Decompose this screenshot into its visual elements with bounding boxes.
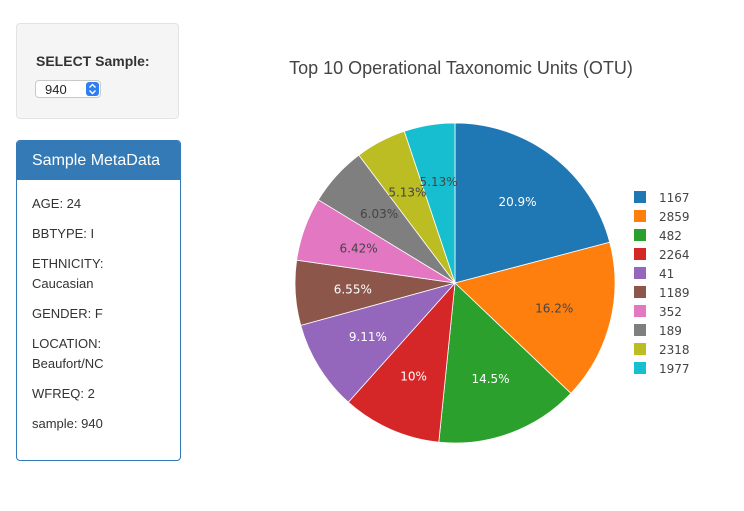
legend-swatch-2859 bbox=[634, 210, 646, 222]
metadata-sample: sample: 940 bbox=[32, 416, 103, 431]
metadata-age: AGE: 24 bbox=[32, 196, 82, 211]
legend-swatch-1977 bbox=[634, 362, 646, 374]
legend-label-352: 352 bbox=[659, 305, 682, 319]
pie-slice-1977[interactable] bbox=[403, 122, 456, 284]
legend-item-352[interactable]: 352 bbox=[634, 305, 682, 319]
sample-metadata-panel: Sample MetaData AGE: 24 BBTYPE: I ETHNIC… bbox=[16, 140, 181, 461]
legend-label-1167: 1167 bbox=[659, 191, 690, 205]
legend-item-2264[interactable]: 2264 bbox=[634, 248, 690, 262]
metadata-heading: Sample MetaData bbox=[17, 141, 180, 180]
legend-label-2264: 2264 bbox=[659, 248, 690, 262]
legend-label-482: 482 bbox=[659, 229, 682, 243]
legend-swatch-1167 bbox=[634, 191, 646, 203]
legend-swatch-41 bbox=[634, 267, 646, 279]
slice-label-2318: 5.13% bbox=[388, 185, 426, 199]
slice-label-1189: 6.55% bbox=[334, 282, 372, 296]
pie-slices bbox=[294, 122, 616, 444]
legend-label-41: 41 bbox=[659, 267, 674, 281]
legend-swatch-1189 bbox=[634, 286, 646, 298]
legend-label-1977: 1977 bbox=[659, 362, 690, 376]
legend-swatch-482 bbox=[634, 229, 646, 241]
legend-item-482[interactable]: 482 bbox=[634, 229, 682, 243]
metadata-ethnicity: ETHNICITY: Caucasian bbox=[32, 256, 104, 291]
chart-title: Top 10 Operational Taxonomic Units (OTU) bbox=[289, 58, 633, 78]
slice-label-41: 9.11% bbox=[349, 330, 387, 344]
metadata-wfreq: WFREQ: 2 bbox=[32, 386, 95, 401]
slice-label-1977: 5.13% bbox=[420, 175, 458, 189]
pie-slice-labels: 20.9% 16.2% 14.5% 10% 9.11% 6.55% 6.42% 6.03% 5.… bbox=[334, 175, 574, 386]
legend-swatch-2264 bbox=[634, 248, 646, 260]
select-stepper-icon bbox=[86, 82, 99, 96]
legend-item-41[interactable]: 41 bbox=[634, 267, 674, 281]
legend-label-2859: 2859 bbox=[659, 210, 690, 224]
sample-select-panel: SELECT Sample: 940 bbox=[16, 23, 179, 119]
legend-item-1189[interactable]: 1189 bbox=[634, 286, 690, 300]
sample-select-value: 940 bbox=[45, 82, 67, 97]
pie-slice-1167[interactable] bbox=[454, 122, 611, 284]
legend-item-1977[interactable]: 1977 bbox=[634, 362, 690, 376]
slice-label-482: 14.5% bbox=[471, 372, 509, 386]
legend-item-189[interactable]: 189 bbox=[634, 324, 682, 338]
metadata-body: AGE: 24 BBTYPE: I ETHNICITY: Caucasian G… bbox=[17, 180, 180, 434]
sample-select-dropdown[interactable]: 940 bbox=[35, 80, 101, 98]
slice-label-2859: 16.2% bbox=[535, 302, 573, 316]
metadata-location: LOCATION: Beaufort/NC bbox=[32, 336, 104, 371]
slice-label-352: 6.42% bbox=[340, 241, 378, 255]
slice-label-1167: 20.9% bbox=[498, 195, 536, 209]
legend-swatch-352 bbox=[634, 305, 646, 317]
legend-swatch-2318 bbox=[634, 343, 646, 355]
metadata-gender: GENDER: F bbox=[32, 306, 103, 321]
pie-slice-41[interactable] bbox=[300, 282, 457, 403]
select-sample-label: SELECT Sample: bbox=[36, 53, 150, 69]
chart-legend: 1167 2859 482 2264 41 1189 352 189 2318 1977 bbox=[634, 191, 690, 376]
legend-item-2859[interactable]: 2859 bbox=[634, 210, 690, 224]
pie-slice-2264[interactable] bbox=[347, 281, 456, 443]
legend-item-2318[interactable]: 2318 bbox=[634, 343, 690, 357]
pie-slice-482[interactable] bbox=[438, 282, 572, 444]
slice-label-2264: 10% bbox=[400, 370, 427, 384]
legend-label-1189: 1189 bbox=[659, 286, 690, 300]
legend-label-189: 189 bbox=[659, 324, 682, 338]
legend-swatch-189 bbox=[634, 324, 646, 336]
legend-label-2318: 2318 bbox=[659, 343, 690, 357]
legend-item-1167[interactable]: 1167 bbox=[634, 191, 690, 205]
metadata-bbtype: BBTYPE: I bbox=[32, 226, 95, 241]
pie-slice-2859[interactable] bbox=[454, 241, 616, 394]
slice-label-189: 6.03% bbox=[360, 207, 398, 221]
